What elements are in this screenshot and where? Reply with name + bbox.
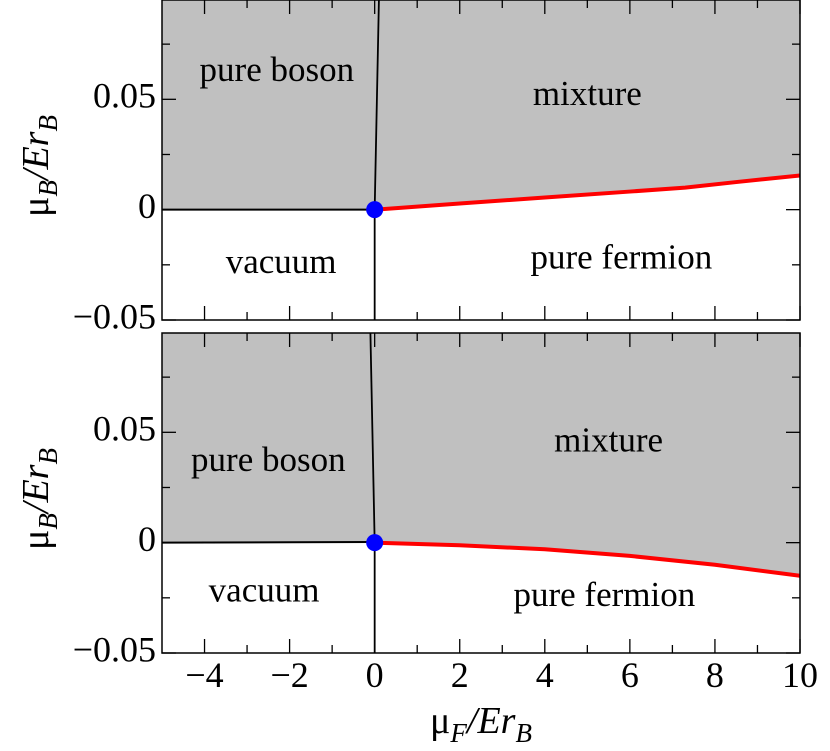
region-label-vacuum: vacuum [209, 570, 320, 609]
x-tick-label: −4 [185, 655, 223, 695]
y-axis-title-part-2: /Er [15, 131, 57, 182]
region-label-mixture: mixture [533, 74, 642, 113]
x-axis-title: μF/ErB [430, 700, 532, 748]
fermion-boundary-line [374, 173, 800, 212]
critical-point-marker [366, 201, 384, 219]
region-label-mixture: mixture [554, 420, 663, 459]
x-tick-label: 8 [706, 655, 724, 695]
y-axis-title-part-0: μ [15, 197, 57, 217]
plot-area: pure boson mixture vacuum pure fermion [162, 333, 800, 653]
region-label-pure-fermion: pure fermion [513, 575, 695, 614]
x-axis-title-part-3: B [515, 718, 532, 748]
y-tick-label: 0 [138, 519, 156, 559]
boson-boundary-line [162, 540, 375, 544]
x-tick-label: −2 [270, 655, 308, 695]
y-tick-label: 0.05 [93, 409, 156, 449]
region-label-pure-boson: pure boson [200, 50, 355, 89]
y-axis-title: μB/ErB [15, 115, 63, 217]
chart-panel-bottom: pure boson mixture vacuum pure fermion 0.05 0… [15, 332, 818, 748]
y-axis-title-part-3: B [33, 115, 63, 132]
region-label-pure-boson: pure boson [191, 440, 346, 479]
region-label-pure-fermion: pure fermion [530, 237, 712, 276]
x-tick-label: 10 [782, 655, 818, 695]
mixture-boundary-line [373, 0, 380, 210]
shaded-region [162, 0, 800, 210]
plot-area: pure boson mixture vacuum pure fermion [162, 0, 800, 320]
fermion-boundary-line [374, 540, 800, 578]
y-tick-label: −0.05 [73, 629, 156, 669]
y-axis-title: μB/ErB [15, 448, 63, 550]
x-tick-label: 6 [621, 655, 639, 695]
y-tick-label: 0 [138, 186, 156, 226]
region-label-vacuum: vacuum [226, 242, 337, 281]
y-axis-title-part-1: B [33, 180, 63, 197]
plot-frame [161, 0, 801, 321]
x-axis-title-part-0: μ [430, 700, 450, 742]
mixture-boundary-line [369, 333, 376, 543]
y-axis-title-part-3: B [33, 448, 63, 465]
x-axis-title-part-1: F [449, 718, 467, 748]
plot-frame [161, 332, 801, 654]
x-tick-label: 2 [451, 655, 469, 695]
y-tick-label: −0.05 [73, 296, 156, 336]
y-axis-title-part-2: /Er [15, 464, 57, 515]
chart-panel-top: pure boson mixture vacuum pure fermion 0.05 0… [15, 0, 801, 336]
x-axis-title-part-2: /Er [465, 700, 516, 742]
shaded-region [162, 333, 800, 576]
y-axis-title-part-0: μ [15, 530, 57, 550]
y-tick-label: 0.05 [93, 76, 156, 116]
x-tick-label: 4 [536, 655, 554, 695]
critical-point-marker [366, 534, 384, 552]
y-axis-title-part-1: B [33, 513, 63, 530]
x-tick-label: 0 [366, 655, 384, 695]
